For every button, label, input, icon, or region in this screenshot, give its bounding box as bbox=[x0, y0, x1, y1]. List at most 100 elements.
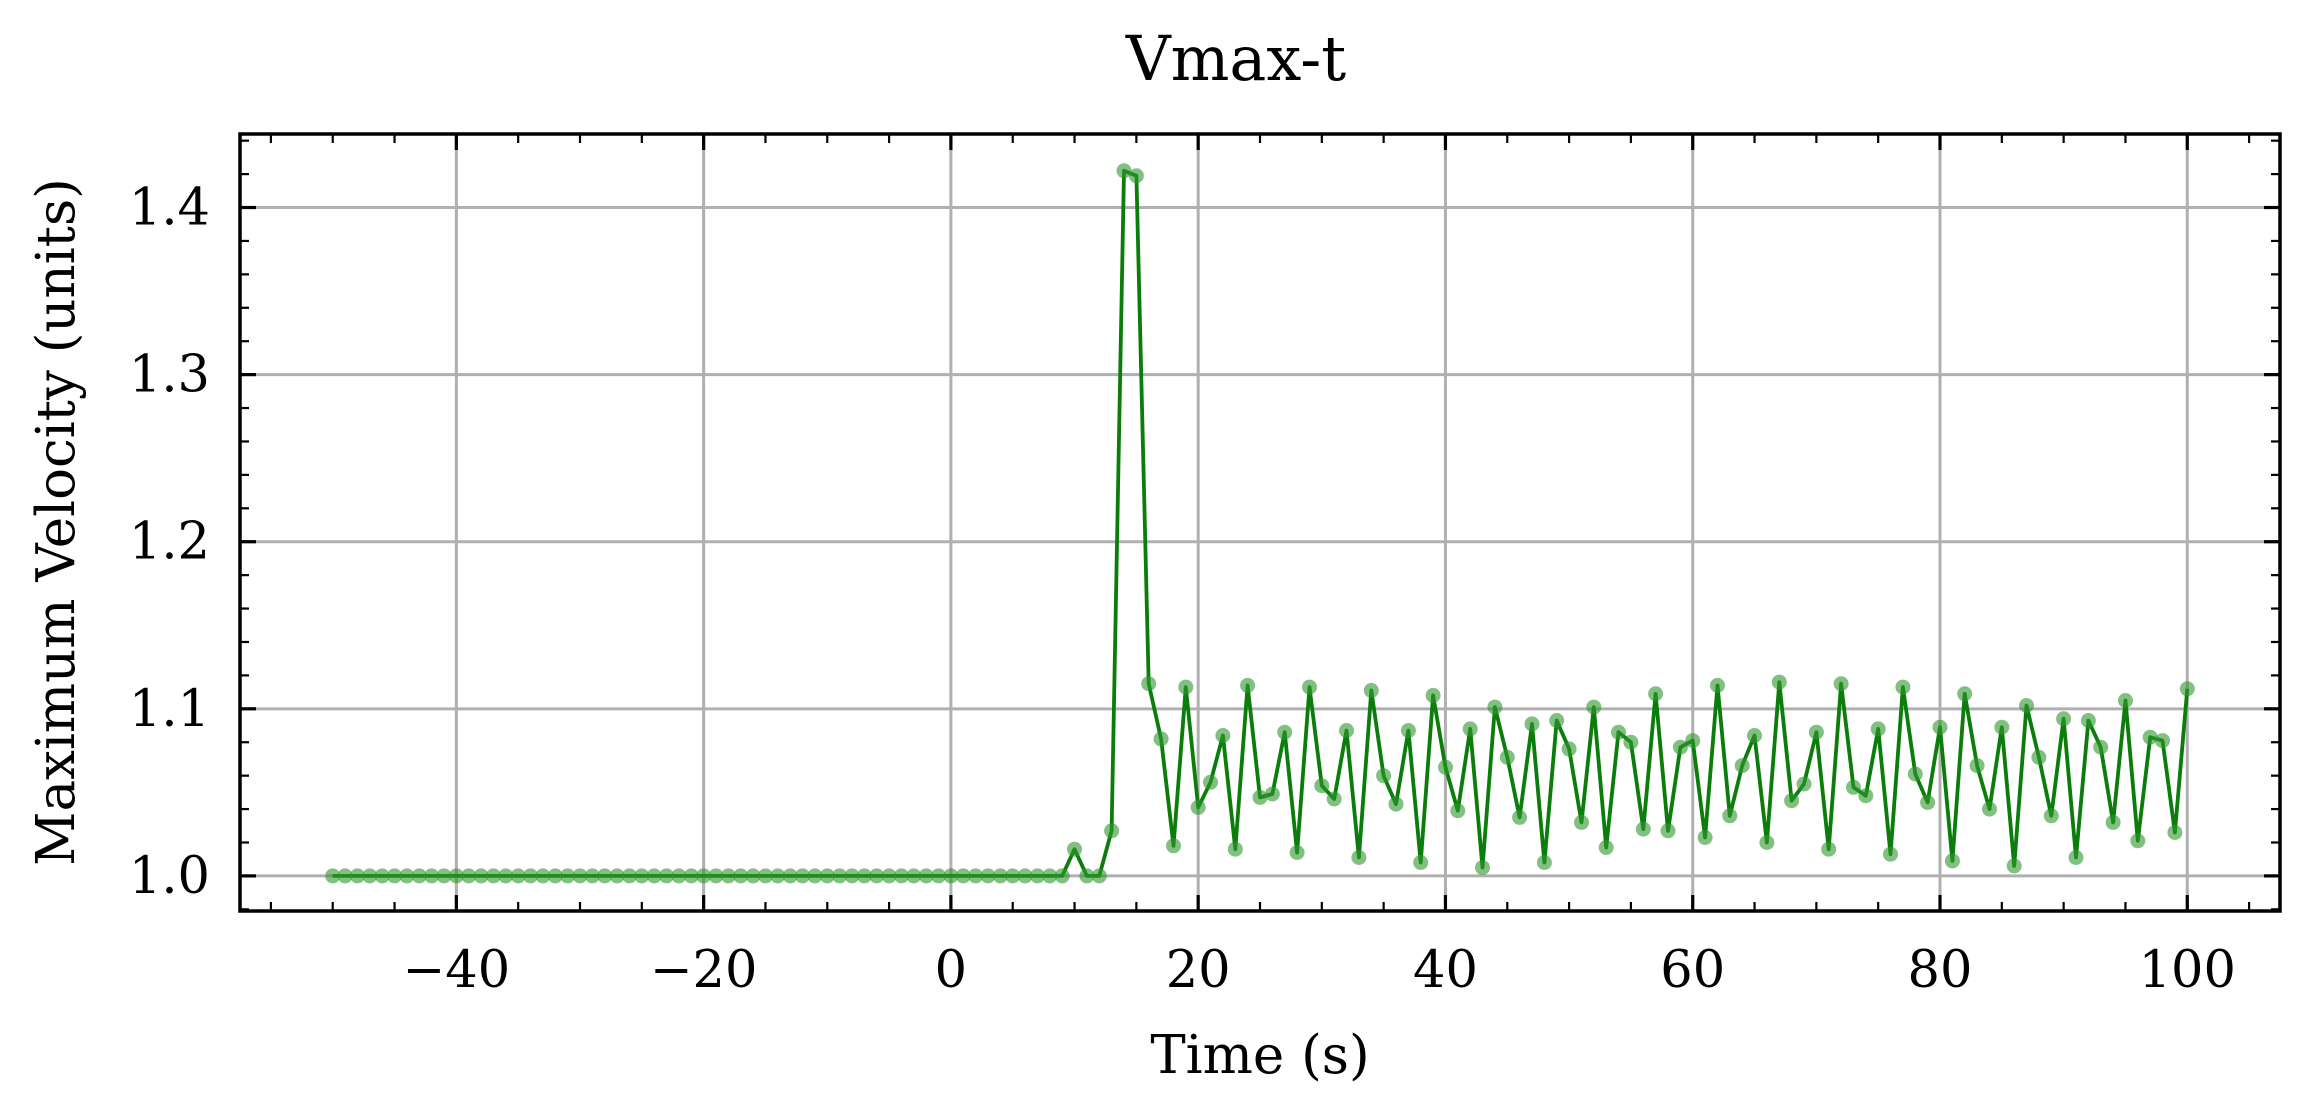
data-point bbox=[696, 868, 712, 884]
y-tick-label: 1.1 bbox=[129, 680, 210, 739]
data-point bbox=[1932, 719, 1948, 735]
data-point bbox=[856, 868, 872, 884]
data-point bbox=[733, 868, 749, 884]
data-point bbox=[1302, 679, 1317, 695]
data-point bbox=[2179, 681, 2195, 697]
plot-area bbox=[325, 163, 2195, 884]
data-point bbox=[955, 868, 971, 884]
data-point bbox=[535, 868, 551, 884]
data-point bbox=[2043, 808, 2059, 824]
data-point bbox=[547, 868, 563, 884]
data-point bbox=[597, 868, 613, 884]
data-point bbox=[782, 868, 798, 884]
data-point bbox=[1462, 721, 1478, 737]
data-point bbox=[1722, 808, 1738, 824]
data-point bbox=[622, 868, 637, 884]
data-point bbox=[1648, 686, 1664, 702]
x-tick-label: 20 bbox=[1166, 941, 1231, 1000]
data-point bbox=[1166, 838, 1181, 854]
data-point bbox=[1450, 803, 1466, 819]
data-point bbox=[2068, 850, 2084, 865]
data-point bbox=[1574, 814, 1589, 830]
data-point bbox=[659, 868, 674, 884]
data-point bbox=[1017, 868, 1033, 884]
data-point bbox=[931, 868, 946, 884]
data-point bbox=[374, 868, 390, 884]
data-point bbox=[745, 868, 761, 884]
data-point bbox=[510, 868, 526, 884]
data-point bbox=[1190, 799, 1206, 815]
data-point bbox=[1734, 758, 1750, 774]
y-tick-label: 1.4 bbox=[129, 179, 210, 238]
chart-title: Vmax-t bbox=[1125, 22, 1346, 95]
data-point bbox=[1771, 674, 1787, 690]
data-point bbox=[2031, 749, 2047, 765]
data-point bbox=[1957, 686, 1973, 702]
data-point bbox=[881, 868, 897, 884]
data-point bbox=[1363, 682, 1379, 698]
data-point bbox=[1672, 739, 1688, 755]
data-point bbox=[2080, 713, 2096, 728]
data-point bbox=[758, 868, 773, 884]
data-point bbox=[992, 868, 1008, 884]
data-point bbox=[1586, 699, 1602, 715]
data-point bbox=[980, 868, 996, 884]
data-point bbox=[1054, 868, 1070, 884]
data-point bbox=[2006, 858, 2022, 874]
data-point bbox=[1549, 713, 1565, 728]
data-point bbox=[708, 868, 724, 884]
data-point bbox=[1512, 809, 1528, 825]
x-tick-label: 60 bbox=[1660, 941, 1725, 1000]
data-point bbox=[807, 868, 823, 884]
axes-frame bbox=[238, 132, 2282, 913]
data-point bbox=[2118, 693, 2133, 708]
data-point bbox=[1920, 794, 1936, 810]
y-axis-label: Maximum Velocity (units) bbox=[26, 178, 87, 866]
data-point bbox=[424, 868, 440, 884]
data-point bbox=[1499, 749, 1515, 765]
data-point bbox=[1141, 676, 1157, 692]
data-point bbox=[1623, 734, 1639, 750]
data-point bbox=[1252, 789, 1268, 805]
data-point bbox=[411, 868, 427, 884]
data-point bbox=[1178, 679, 1194, 695]
grid bbox=[240, 134, 2280, 911]
data-point bbox=[1635, 821, 1651, 837]
data-point bbox=[1240, 677, 1256, 693]
data-point bbox=[486, 868, 501, 884]
data-point bbox=[2105, 814, 2121, 830]
data-point bbox=[1808, 724, 1824, 740]
data-point bbox=[461, 868, 477, 884]
data-point bbox=[1994, 719, 2010, 735]
data-point bbox=[869, 868, 885, 884]
y-tick-label: 1.2 bbox=[129, 513, 210, 572]
data-point bbox=[1400, 723, 1416, 738]
data-point bbox=[1104, 823, 1120, 839]
data-point bbox=[1091, 868, 1107, 884]
data-point bbox=[1079, 868, 1095, 884]
data-point bbox=[498, 868, 514, 884]
data-point bbox=[844, 868, 860, 884]
data-point bbox=[1796, 776, 1812, 792]
data-point bbox=[1215, 728, 1231, 743]
axis-ticks: −40 −20 0 20 40 60 80 100 1.0 1.1 1.2 1.3 1.4 bbox=[129, 134, 2280, 1000]
data-point bbox=[1339, 723, 1354, 738]
data-point bbox=[1858, 788, 1874, 804]
data-point bbox=[1536, 855, 1552, 870]
data-point bbox=[819, 868, 835, 884]
data-point bbox=[2056, 711, 2072, 727]
data-point bbox=[795, 868, 810, 884]
data-point bbox=[523, 868, 538, 884]
data-point bbox=[350, 868, 365, 884]
data-point bbox=[943, 868, 959, 884]
x-tick-label: 80 bbox=[1908, 941, 1973, 1000]
data-point bbox=[436, 868, 452, 884]
data-point bbox=[2019, 698, 2034, 713]
data-point bbox=[325, 868, 341, 884]
data-point bbox=[1821, 841, 1837, 857]
data-point bbox=[918, 868, 934, 884]
data-point bbox=[1116, 163, 1132, 179]
data-point bbox=[1277, 724, 1293, 740]
data-point bbox=[584, 868, 600, 884]
